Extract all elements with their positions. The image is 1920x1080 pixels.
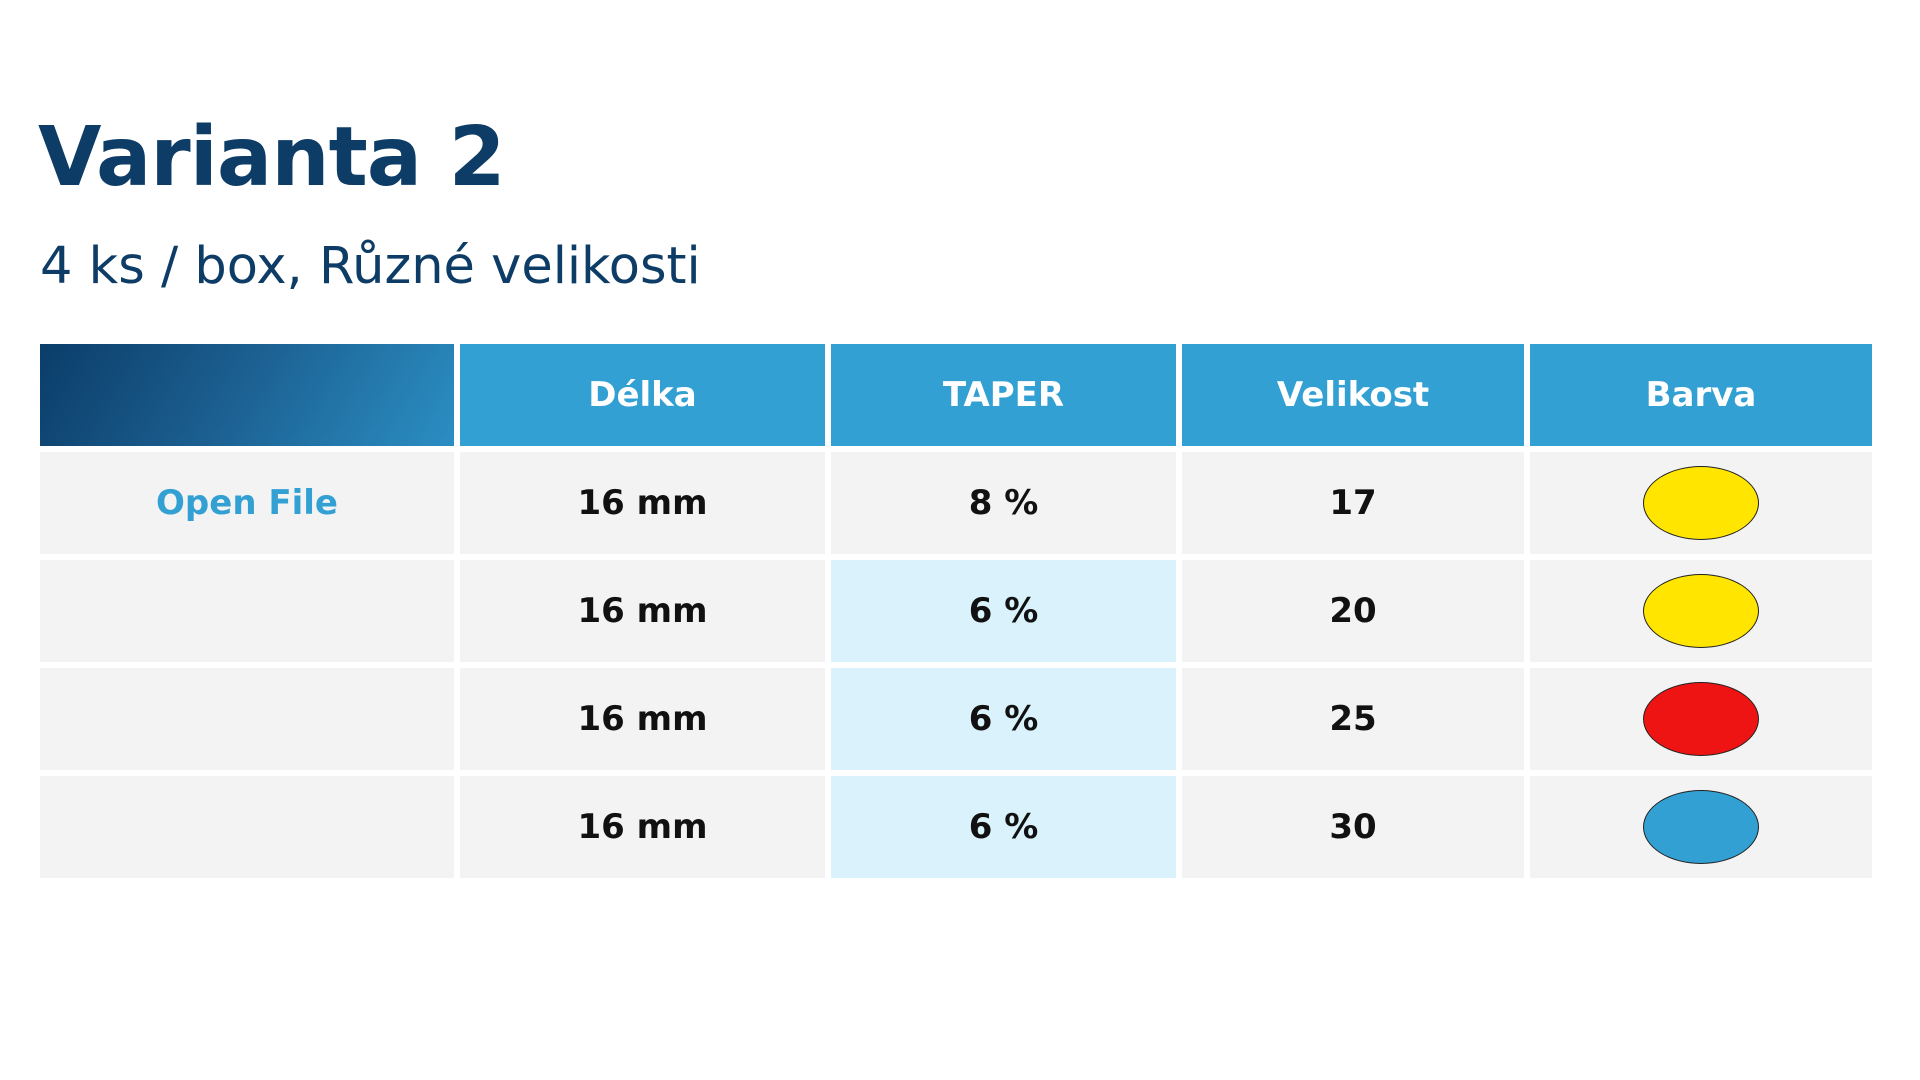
column-header-taper: TAPER [831,344,1176,446]
cell-delka: 16 mm [460,452,825,554]
cell-velikost: 30 [1182,776,1524,878]
page-subtitle: 4 ks / box, Různé velikosti [40,237,701,296]
cell-delka: 16 mm [460,776,825,878]
cell-barva [1530,668,1872,770]
cell-delka: 16 mm [460,560,825,662]
page-title: Varianta 2 [38,110,506,205]
cell-velikost: 25 [1182,668,1524,770]
column-header-velikost: Velikost [1182,344,1524,446]
cell-barva [1530,452,1872,554]
cell-delka: 16 mm [460,668,825,770]
cell-velikost: 20 [1182,560,1524,662]
column-header-delka: Délka [460,344,825,446]
row-label-cell [40,776,454,878]
table-header-corner [40,344,454,446]
product-table: Délka TAPER Velikost Barva Open File 16 … [40,344,1872,878]
open-file-link[interactable]: Open File [156,483,338,523]
row-label-cell: Open File [40,452,454,554]
cell-velikost: 17 [1182,452,1524,554]
row-label-cell [40,560,454,662]
row-label-cell [40,668,454,770]
cell-taper: 8 % [831,452,1176,554]
color-dot-blue [1643,790,1759,864]
cell-barva [1530,776,1872,878]
cell-taper: 6 % [831,560,1176,662]
color-dot-yellow [1643,466,1759,540]
color-dot-yellow [1643,574,1759,648]
color-dot-red [1643,682,1759,756]
column-header-barva: Barva [1530,344,1872,446]
cell-barva [1530,560,1872,662]
cell-taper: 6 % [831,776,1176,878]
cell-taper: 6 % [831,668,1176,770]
